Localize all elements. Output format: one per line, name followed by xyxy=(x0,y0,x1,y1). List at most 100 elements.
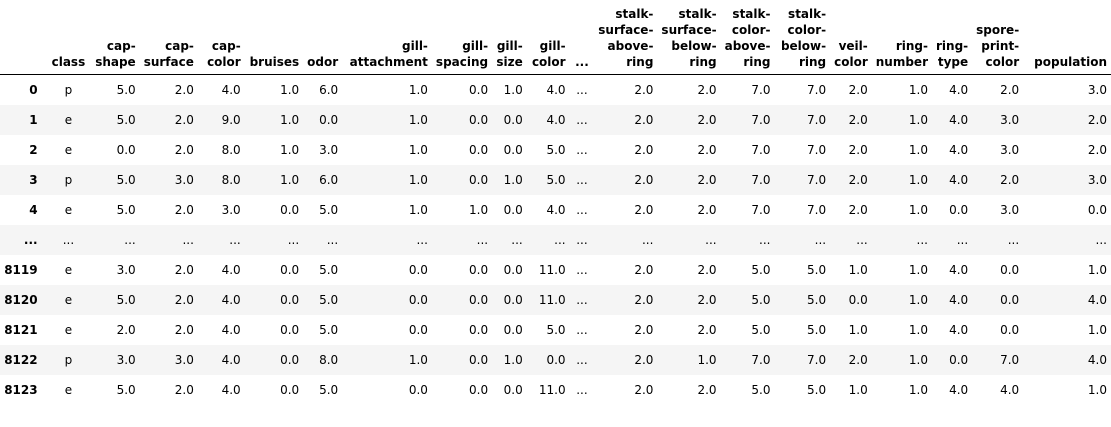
table-cell: 5.0 xyxy=(546,172,566,187)
column-header-line: below- xyxy=(671,39,717,53)
column-header: stalk-surface-below-ring xyxy=(657,6,721,75)
column-header-line: veil- xyxy=(838,39,868,53)
table-cell: 2.0 xyxy=(697,322,717,337)
table-cell: 4.0 xyxy=(221,82,241,97)
table-cell: 5.0 xyxy=(116,112,136,127)
table-row: 8122 p 3.0 3.0 4.0 0.0 8.0 1.0 0.0 1.0 0.0... 2.0 1.… xyxy=(0,344,1111,375)
table-cell: ... xyxy=(182,232,194,247)
table-cell: 3.0 xyxy=(116,352,136,367)
column-header: gill-color xyxy=(526,6,570,75)
table-cell: 3.0 xyxy=(1087,172,1107,187)
row-index: 3 xyxy=(29,172,38,187)
table-cell: 0.0 xyxy=(469,142,489,157)
table-cell: 1.0 xyxy=(280,82,300,97)
table-cell: 1.0 xyxy=(908,262,928,277)
table-cell: 1.0 xyxy=(848,262,868,277)
table-cell: 1.0 xyxy=(503,82,523,97)
table-cell: ... xyxy=(856,232,868,247)
table-cell: 2.0 xyxy=(697,172,717,187)
table-cell: 7.0 xyxy=(807,82,827,97)
column-header-line: bruises xyxy=(249,55,300,69)
table-row: 8121 e 2.0 2.0 4.0 0.0 5.0 0.0 0.0 0.0 5.0... 2.0 2.… xyxy=(0,315,1111,345)
table-row: 3 p 5.0 3.0 8.0 1.0 6.0 1.0 0.0 1.0 5.0... 2.0 2.0 7.… xyxy=(0,164,1111,195)
table-cell: 4.0 xyxy=(546,202,566,217)
table-cell: 4.0 xyxy=(1087,292,1107,307)
table-cell: 4.0 xyxy=(949,82,969,97)
table-cell: 7.0 xyxy=(751,172,771,187)
table-cell: 0.0 xyxy=(469,382,489,397)
table-cell: 2.0 xyxy=(634,142,654,157)
column-header-line: odor xyxy=(307,55,339,69)
table-cell: 0.0 xyxy=(408,262,428,277)
table-cell: ... xyxy=(576,382,588,397)
table-cell: 1.0 xyxy=(503,352,523,367)
table-cell: 2.0 xyxy=(174,142,194,157)
table-row: 2 e 0.0 2.0 8.0 1.0 3.0 1.0 0.0 0.0 5.0... 2.0 2.0 7.… xyxy=(0,135,1111,165)
table-cell: 2.0 xyxy=(634,382,654,397)
table-cell: 2.0 xyxy=(697,202,717,217)
table-cell: e xyxy=(64,292,73,307)
table-cell: 2.0 xyxy=(634,112,654,127)
table-cell: 7.0 xyxy=(807,352,827,367)
table-cell: 3.0 xyxy=(1000,202,1020,217)
table-cell: 2.0 xyxy=(634,172,654,187)
table-cell: 7.0 xyxy=(751,202,771,217)
table-cell: ... xyxy=(759,232,771,247)
table-cell: 0.0 xyxy=(469,322,489,337)
table-cell: 1.0 xyxy=(848,382,868,397)
table-cell: 2.0 xyxy=(848,352,868,367)
table-row: 1 e 5.0 2.0 9.0 1.0 0.0 1.0 0.0 0.0 4.0... 2.0 2.0 7.… xyxy=(0,104,1111,135)
table-cell: 3.0 xyxy=(221,202,241,217)
table-cell: 1.0 xyxy=(408,202,428,217)
table-cell: 5.0 xyxy=(751,292,771,307)
column-header-line: color xyxy=(531,55,566,69)
table-cell: 0.0 xyxy=(280,352,300,367)
table-row: ........................................… xyxy=(0,224,1111,255)
table-cell: 4.0 xyxy=(949,292,969,307)
table-cell: 1.0 xyxy=(408,112,428,127)
column-header: cap-color xyxy=(197,6,245,75)
table-cell: ... xyxy=(576,112,588,127)
column-header-line: print- xyxy=(981,39,1020,53)
table-cell: 5.0 xyxy=(319,382,339,397)
column-header-line: color xyxy=(985,55,1020,69)
table-cell: e xyxy=(64,262,73,277)
table-cell: 5.0 xyxy=(319,292,339,307)
table-cell: ... xyxy=(1007,232,1020,247)
table-cell: 0.0 xyxy=(503,382,523,397)
row-index: 4 xyxy=(29,202,38,217)
table-cell: 7.0 xyxy=(751,352,771,367)
column-header-line: ring xyxy=(689,55,717,69)
table-cell: 5.0 xyxy=(546,322,566,337)
table-cell: e xyxy=(64,202,73,217)
table-row: 8119 e 3.0 2.0 4.0 0.0 5.0 0.0 0.0 0.0 11.0... 2.0 2… xyxy=(0,255,1111,285)
table-cell: 2.0 xyxy=(1087,112,1107,127)
table-cell: 11.0 xyxy=(538,262,566,277)
column-header-line: color- xyxy=(787,23,827,37)
row-index: 8122 xyxy=(4,352,38,367)
column-header-line: type xyxy=(937,55,969,69)
table-cell: 7.0 xyxy=(751,112,771,127)
table-cell: 0.0 xyxy=(469,292,489,307)
table-cell: 4.0 xyxy=(1000,382,1020,397)
table-cell: 2.0 xyxy=(1000,82,1020,97)
row-index: 8121 xyxy=(4,322,38,337)
table-cell: 2.0 xyxy=(174,382,194,397)
column-header-line: color- xyxy=(731,23,771,37)
table-cell: ... xyxy=(62,232,75,247)
table-cell: ... xyxy=(511,232,523,247)
table-cell: 2.0 xyxy=(848,202,868,217)
table-cell: e xyxy=(64,322,73,337)
column-header: population xyxy=(1023,6,1111,75)
table-cell: 5.0 xyxy=(807,382,827,397)
table-cell: 5.0 xyxy=(807,322,827,337)
table-cell: ... xyxy=(576,202,588,217)
table-cell: e xyxy=(64,112,73,127)
table-cell: 3.0 xyxy=(319,142,339,157)
table-cell: ... xyxy=(124,232,136,247)
table-cell: 0.0 xyxy=(469,172,489,187)
table-cell: 0.0 xyxy=(408,292,428,307)
column-header: cap-surface xyxy=(139,6,198,75)
column-header-line: attachment xyxy=(349,55,428,69)
column-header-line: ring- xyxy=(936,39,969,53)
